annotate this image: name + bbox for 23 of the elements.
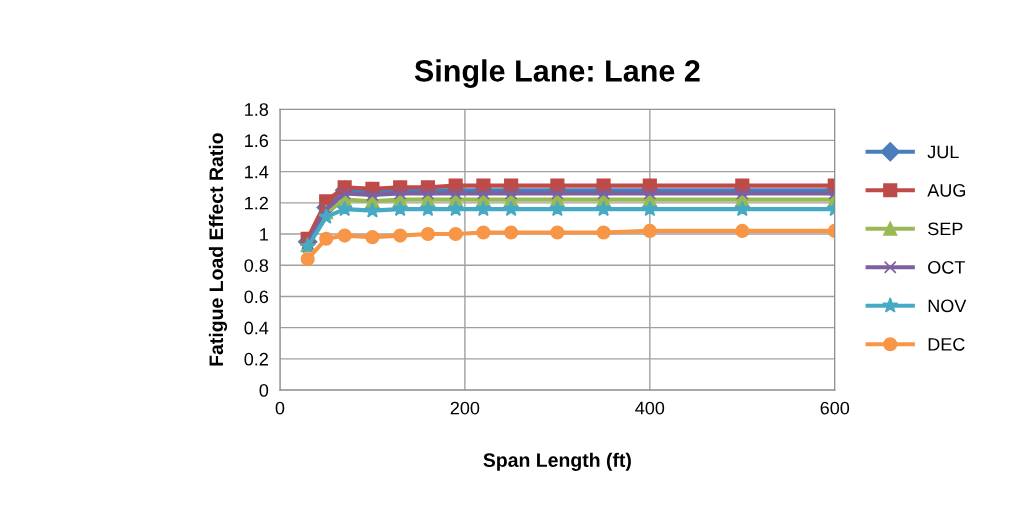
x-tick-label: 600 [820,401,850,415]
y-tick-label: 0.8 [244,259,269,272]
x-tick-label: 400 [635,401,665,415]
legend-label: SEP [928,222,963,236]
x-axis-title: Span Length (ft) [483,452,631,471]
legend-label: OCT [928,260,965,274]
y-tick-label: 0.2 [244,352,268,366]
y-tick-label: 1 [260,228,268,241]
y-tick-label: 0 [259,384,269,397]
y-tick-label: 1.2 [245,196,268,210]
y-axis-title: Fatigue Load Effect Ratio [208,133,228,366]
x-tick-label: 200 [450,401,480,415]
y-tick-label: 1.6 [245,134,269,148]
chart-title: Single Lane: Lane 2 [414,59,700,88]
legend-label: DEC [928,337,965,351]
legend-label: JUL [927,145,959,159]
x-tick-label: 0 [275,401,285,415]
y-tick-label: 0.6 [244,290,269,304]
y-tick-label: 0.4 [244,321,269,335]
legend-label: NOV [928,299,967,313]
y-tick-label: 1.4 [245,165,269,179]
legend-label: AUG [927,183,966,197]
y-tick-label: 1.8 [245,103,269,116]
